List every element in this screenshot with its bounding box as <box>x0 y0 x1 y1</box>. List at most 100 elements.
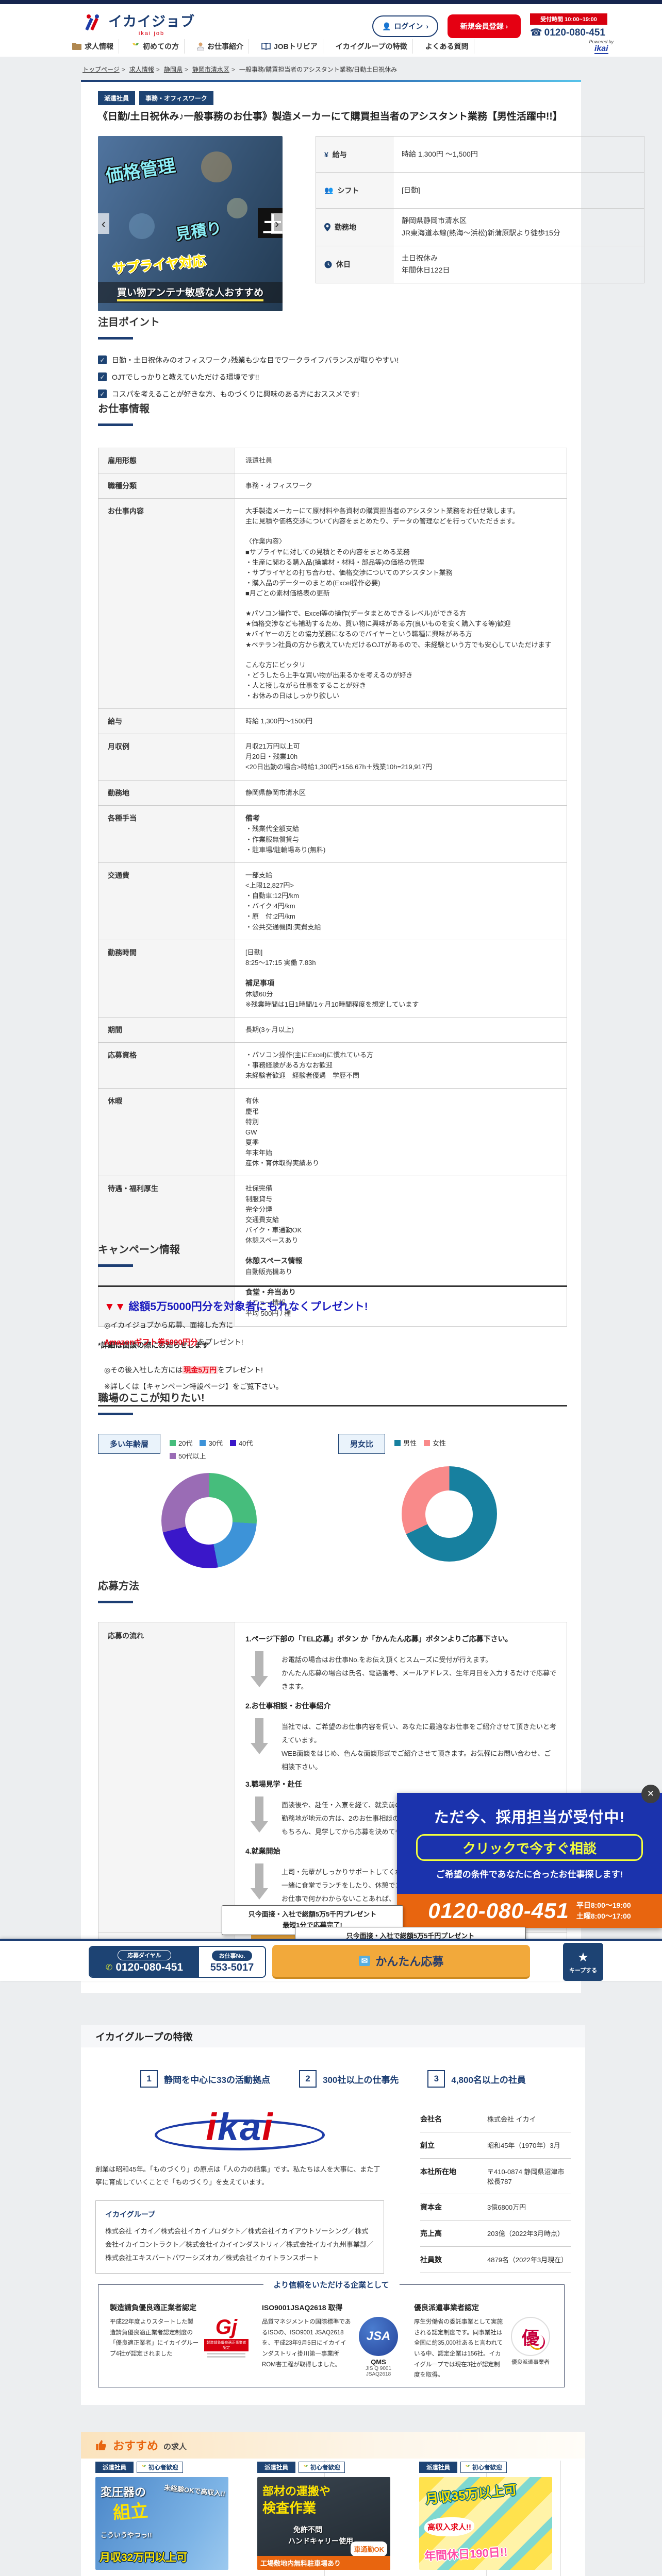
sprout-icon <box>133 43 139 50</box>
breadcrumb-item[interactable]: 静岡市清水区 > <box>192 66 235 73</box>
points-list: ✓ 日勤・土日祝休みのオフィスワーク♪残業も少な目でワークライフバランスが取りやす… <box>98 355 567 399</box>
carousel-prev-button[interactable]: ‹ <box>98 213 109 234</box>
apply-step: 1.ページ下部の「TEL応募」ボタン か「かんたん応募」ボタンよりご応募下さい。… <box>245 1634 556 1696</box>
powered-by-logo[interactable]: Powered by ikai <box>589 39 614 54</box>
jobinfo-row: 月収例 月収21万円以上可 月20日・残業10h <20日出勤の場合>時給1,300… <box>98 734 567 781</box>
header-phone-number: 0120-080-451 <box>544 27 605 38</box>
star-icon: ★ <box>577 1950 589 1964</box>
nav-item-jobs[interactable]: 求人情報 <box>67 39 119 54</box>
jobinfo-section: お仕事情報 雇用形態 派遣社員 職種分類 事務・オフィスワーク <box>98 400 567 1350</box>
apply-heading: 応募方法 <box>98 1578 567 1603</box>
feature-item: 2 300社以上の仕事先 <box>299 2070 399 2088</box>
popup-phone-bar[interactable]: 0120-080-451 平日8:00～19:00 土曜8:00～17:00 <box>397 1894 662 1928</box>
trust-box: より信頼をいただける企業として 製造請負優良適正業者認定 平成22年度よりスター… <box>98 2279 565 2387</box>
legend-swatch <box>170 1439 176 1446</box>
legend-swatch <box>229 1439 236 1446</box>
popup-phone-number: 0120-080-451 <box>428 1899 569 1923</box>
nav-item-trivia[interactable]: JOBトリビア <box>256 39 323 54</box>
jobinfo-table: 雇用形態 派遣社員 職種分類 事務・オフィスワーク お仕事内容 <box>98 448 567 1327</box>
jobinfo-row-value: 長期(3ヶ月以上) <box>245 1025 294 1033</box>
breadcrumb: トップページ > 求人情報 > 静岡県 > 静岡市清水区 > 一般事務/購買担当者のアシスタント… <box>82 65 598 74</box>
jobinfo-row: 期間 長期(3ヶ月以上) <box>98 1017 567 1043</box>
campaign-line3: ◎その後入社した方には 現金5万円 をプレゼント! <box>104 1366 263 1374</box>
point-item: ✓ 日勤・土日祝休みのオフィスワーク♪残業も少な目でワークライフバランスが取りやす… <box>98 355 567 365</box>
company-features: 1 静岡を中心に33の活動拠点 2 300社以上の仕事先 3 4,800名以上の社員 <box>81 2070 585 2088</box>
keep-button[interactable]: ★ キープする <box>563 1943 603 1981</box>
check-icon: ✓ <box>98 372 107 381</box>
summary-row-location: 勤務地 静岡県静岡市清水区 JR東海道本線(熱海～浜松)新蒲原駅より徒歩15分 <box>316 209 644 246</box>
chevron-right-icon: › <box>426 22 429 30</box>
nav-item-features[interactable]: イカイグループの特徴 <box>330 39 413 54</box>
jobinfo-row-label: 月収例 <box>98 734 235 780</box>
breadcrumb-item[interactable]: 一般事務/購買担当者のアシスタント業務/日勤土日祝休み> <box>239 66 398 73</box>
job-card[interactable]: 派遣社員 初心者歓迎 変圧器の 組立 未経験OKで高収入!! こういうやつっ!! … <box>95 2462 228 2576</box>
check-icon: ✓ <box>98 389 107 398</box>
people-icon: 👥 <box>324 186 334 194</box>
jsa-logo: JSA QMS JIS Q 9001 JSAQ2618 <box>356 2317 401 2377</box>
carousel-next-button[interactable]: › <box>271 213 283 234</box>
legend-item: 20代 <box>170 1438 192 1448</box>
campaign-section: キャンペーン情報 ▼▼ 総額5万5000円分を対象者にもれなくプレゼント! ◎イ… <box>98 1241 567 1406</box>
jobinfo-row: 応募資格 ・パソコン操作(主にExcel)に慣れている方 ・事務経験がある方なお歓… <box>98 1042 567 1089</box>
jobinfo-row-label: 勤務地 <box>98 780 235 805</box>
breadcrumb-item[interactable]: 求人情報 > <box>129 66 160 73</box>
apply-section: 応募方法 応募の流れ 1.ページ下部の「TEL応募」ボタン か「かんたん応募」ボ… <box>98 1578 567 1960</box>
points-heading: 注目ポイント <box>98 314 567 340</box>
nav-item-intro[interactable]: お仕事紹介 <box>192 39 249 54</box>
jobinfo-row-label: 勤務時間 <box>98 940 235 1017</box>
popup-consult-button[interactable]: クリックで今すぐ相談 <box>416 1834 643 1861</box>
points-section: 注目ポイント ✓ 日勤・土日祝休みのオフィスワーク♪残業も少な目でワークライフバラ… <box>98 314 567 399</box>
jobinfo-row-label: 期間 <box>98 1017 235 1042</box>
down-arrow-icon <box>251 1718 268 1774</box>
company-table-row: 本社所在地 〒410-0874 静岡県沼津市松長787 <box>420 2159 571 2194</box>
reception-hours: 受付時間 10:00~19:00 ☎ 0120-080-451 <box>530 13 607 39</box>
easy-apply-button[interactable]: ✉ かんたん応募 <box>272 1945 530 1979</box>
close-icon[interactable]: ✕ <box>641 1785 660 1803</box>
summary-row-shift: 👥 シフト [日勤] <box>316 173 644 209</box>
job-title: 《日勤/土日祝休み♪一般事務のお仕事》製造メーカーにて購買担当者のアシスタント業… <box>98 111 562 122</box>
nav-item-faq[interactable]: よくある質問 <box>420 39 474 54</box>
breadcrumb-item[interactable]: トップページ > <box>82 66 125 73</box>
hours-label: 受付時間 10:00~19:00 <box>530 13 607 25</box>
dial-label: 応募ダイヤル <box>118 1950 171 1960</box>
apply-table: 応募の流れ 1.ページ下部の「TEL応募」ボタン か「かんたん応募」ボタンよりご… <box>98 1622 567 1960</box>
popup-hours: 平日8:00～19:00 土曜8:00～17:00 <box>576 1901 631 1920</box>
jobinfo-heading: お仕事情報 <box>98 400 567 426</box>
summary-row-salary: ¥ 給与 時給 1,300円 ～1,500円 <box>316 137 644 173</box>
job-summary-table: ¥ 給与 時給 1,300円 ～1,500円 👥 シフト [日勤] 勤務地 静岡県静… <box>316 136 644 284</box>
down-arrow-icon <box>251 1651 268 1696</box>
jobinfo-row-value: 静岡県静岡市清水区 <box>245 788 306 796</box>
legend-swatch <box>170 1452 176 1459</box>
breadcrumb-item[interactable]: 静岡県 > <box>163 66 188 73</box>
job-card[interactable]: 派遣社員 初心者歓迎 部材の運搬や 検査作業 免許不問 ハンドキャリー使用 車通勤… <box>257 2462 390 2576</box>
main-nav: 求人情報 初めての方 お仕事紹介 JOBトリビア イカイグループの特徴 よくある… <box>67 39 614 54</box>
point-item: ✓ OJTでしっかりと教えていただける環境です!! <box>98 372 567 382</box>
envelope-icon: ✉ <box>358 1956 371 1966</box>
campaign-heading: キャンペーン情報 <box>98 1241 567 1267</box>
hero-sticker-supplier: サプライヤ対応 <box>112 253 207 277</box>
jobinfo-row-value: 派遣社員 <box>245 456 273 464</box>
signup-button[interactable]: 新規会員登録 › <box>448 14 521 38</box>
yen-icon: ¥ <box>324 150 328 159</box>
legend-swatch <box>394 1439 401 1446</box>
jobinfo-row: 各種手当 備考 ・残業代全額支給 ・作業服無償貸与 ・駐車場/駐輪場あり(無料) <box>98 805 567 863</box>
tel-apply-unit[interactable]: 応募ダイヤル ✆ 0120-080-451 お仕事No. 553-5017 <box>89 1946 266 1978</box>
recommended-heading: おすすめ の求人 <box>81 2432 585 2459</box>
pin-icon <box>324 223 330 231</box>
site-logo[interactable]: イカイジョブ ikai job <box>81 10 195 37</box>
job-tag: 事務・オフィスワーク <box>139 91 213 105</box>
job-photo-carousel[interactable]: 価格管理 見積り サプライヤ対応 土 買い物アンテナ敏感な人おすすめ ‹ › <box>98 136 283 311</box>
header-phone[interactable]: ☎ 0120-080-451 <box>530 27 607 39</box>
jobinfo-row-label: 各種手当 <box>98 805 235 862</box>
trust-title: より信頼をいただける企業として <box>263 2279 400 2290</box>
user-icon: 👤 <box>382 22 391 30</box>
workplace-heading: 職場のここが知りたい! <box>98 1389 567 1415</box>
ikai-logo: ikai <box>155 2106 325 2150</box>
job-tags: 派遣社員 事務・オフィスワーク <box>98 91 213 105</box>
login-button[interactable]: 👤 ログイン › <box>372 15 438 37</box>
nav-item-beginners[interactable]: 初めての方 <box>126 39 185 54</box>
feature-item: 3 4,800名以上の社員 <box>427 2070 526 2088</box>
jobinfo-row-label: 雇用形態 <box>98 448 235 473</box>
